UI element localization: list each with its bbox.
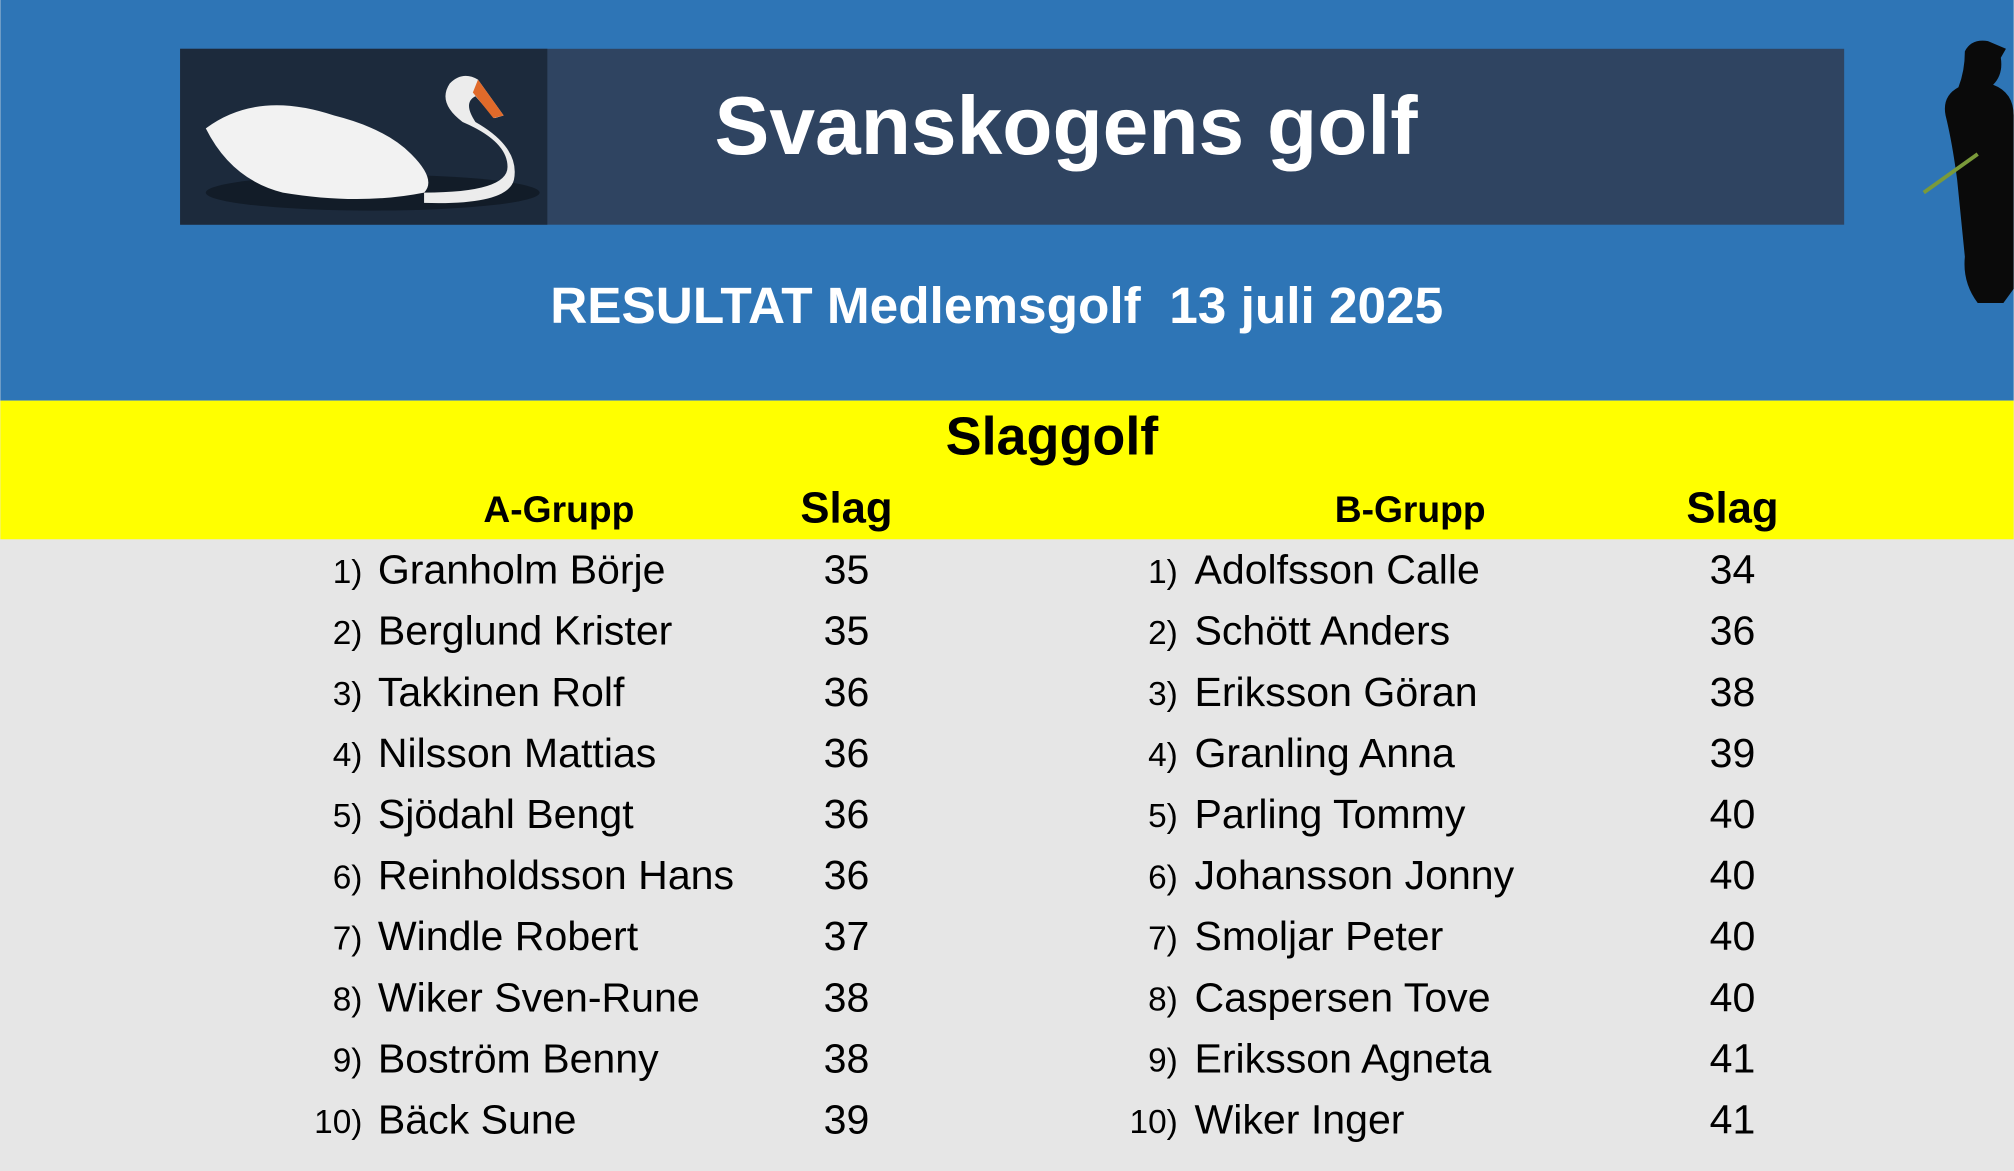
player-name: Wiker Sven-Rune	[378, 974, 700, 1020]
score-header: Slag	[800, 484, 892, 533]
score: 35	[824, 608, 870, 654]
score: 36	[824, 852, 870, 898]
player-name: Eriksson Agneta	[1194, 1035, 1491, 1081]
player-name: Sjödahl Bengt	[378, 791, 634, 837]
rank: 3)	[333, 676, 363, 713]
score: 40	[1710, 852, 1756, 898]
player-name: Nilsson Mattias	[378, 730, 657, 776]
player-name: Caspersen Tove	[1194, 974, 1490, 1020]
rank: 10)	[1130, 1104, 1178, 1141]
rank: 8)	[1148, 982, 1178, 1019]
player-name: Parling Tommy	[1194, 791, 1465, 837]
score: 40	[1710, 913, 1756, 959]
player-name: Reinholdsson Hans	[378, 852, 734, 898]
rank: 8)	[333, 982, 363, 1019]
player-name: Windle Robert	[378, 913, 639, 959]
score: 38	[824, 974, 870, 1020]
score: 36	[824, 791, 870, 837]
score: 41	[1710, 1035, 1756, 1081]
player-name: Wiker Inger	[1194, 1097, 1404, 1143]
rank: 7)	[1148, 920, 1178, 957]
subtitle: RESULTAT Medlemsgolf 13 juli 2025	[550, 277, 1443, 334]
rank: 5)	[333, 798, 363, 835]
rank: 9)	[1148, 1043, 1178, 1080]
rank: 1)	[1148, 554, 1178, 591]
score: 39	[824, 1097, 870, 1143]
rank: 6)	[1148, 859, 1178, 896]
player-name: Adolfsson Calle	[1194, 547, 1479, 593]
player-name: Berglund Krister	[378, 608, 673, 654]
rank: 5)	[1148, 798, 1178, 835]
rank: 4)	[333, 737, 363, 774]
player-name: Boström Benny	[378, 1035, 659, 1081]
player-name: Granholm Börje	[378, 547, 666, 593]
score: 37	[824, 913, 870, 959]
score: 36	[1710, 608, 1756, 654]
section-title: Slaggolf	[946, 407, 1160, 467]
rank: 7)	[333, 920, 363, 957]
rank: 1)	[333, 554, 363, 591]
score: 41	[1710, 1097, 1756, 1143]
score: 35	[824, 547, 870, 593]
score: 40	[1710, 791, 1756, 837]
player-name: Smoljar Peter	[1194, 913, 1443, 959]
rank: 6)	[333, 859, 363, 896]
results-table: A-Grupp Slag 1) Granholm Börje 35 2) Berglund …	[314, 484, 1778, 1143]
golfer-silhouette	[1944, 40, 2014, 304]
score-header: Slag	[1686, 484, 1778, 533]
golf-club	[1922, 152, 1979, 195]
section-band	[0, 400, 2014, 540]
title: Svanskogens golf	[715, 81, 1419, 172]
group-header: A-Grupp	[483, 488, 634, 530]
rank: 2)	[333, 615, 363, 652]
swan-image	[180, 48, 548, 225]
score: 34	[1710, 547, 1756, 593]
score: 38	[824, 1035, 870, 1081]
player-name: Johansson Jonny	[1194, 852, 1514, 898]
group-header: B-Grupp	[1335, 488, 1486, 530]
rank: 2)	[1148, 615, 1178, 652]
score: 40	[1710, 974, 1756, 1020]
player-name: Granling Anna	[1194, 730, 1455, 776]
player-name: Bäck Sune	[378, 1097, 577, 1143]
rank: 9)	[333, 1043, 363, 1080]
player-name: Takkinen Rolf	[378, 669, 625, 715]
score: 39	[1710, 730, 1756, 776]
rank: 10)	[314, 1104, 362, 1141]
player-name: Schött Anders	[1194, 608, 1450, 654]
rank: 4)	[1148, 737, 1178, 774]
score: 36	[824, 669, 870, 715]
score: 38	[1710, 669, 1756, 715]
score: 36	[824, 730, 870, 776]
rank: 3)	[1148, 676, 1178, 713]
player-name: Eriksson Göran	[1194, 669, 1477, 715]
